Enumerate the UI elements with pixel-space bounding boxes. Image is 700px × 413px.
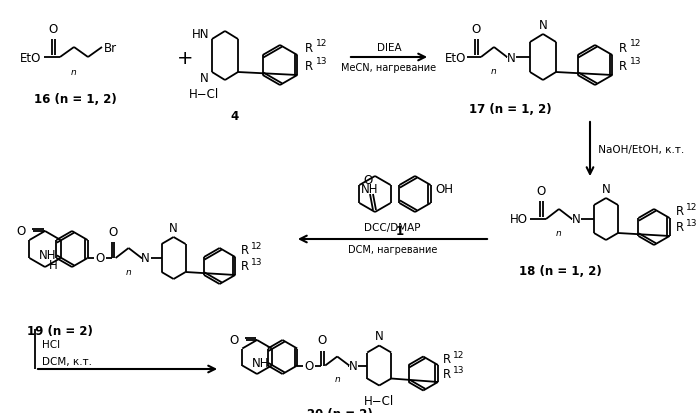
Text: 19 (n = 2): 19 (n = 2) (27, 324, 93, 337)
Text: 12: 12 (686, 203, 697, 212)
Text: 17 (n = 1, 2): 17 (n = 1, 2) (469, 103, 552, 116)
Text: R: R (305, 41, 313, 55)
Text: 12: 12 (316, 39, 328, 48)
Text: N: N (601, 183, 610, 195)
Text: R: R (676, 221, 684, 234)
Text: 13: 13 (630, 57, 641, 66)
Text: O: O (17, 225, 26, 238)
Text: R: R (619, 59, 627, 72)
Text: O: O (536, 185, 545, 197)
Text: NH: NH (39, 249, 57, 262)
Text: R: R (443, 352, 452, 365)
Text: N: N (507, 51, 515, 64)
Text: R: R (241, 260, 248, 273)
Text: R: R (241, 244, 248, 257)
Text: 13: 13 (453, 365, 465, 374)
Text: Br: Br (104, 41, 117, 55)
Text: H: H (48, 259, 57, 272)
Text: 13: 13 (686, 219, 697, 228)
Text: EtO: EtO (20, 51, 41, 64)
Text: N: N (572, 213, 580, 226)
Text: 13: 13 (251, 258, 262, 267)
Text: NH: NH (360, 183, 378, 196)
Text: N: N (141, 252, 150, 265)
Text: H−Cl: H−Cl (364, 394, 394, 408)
Text: DCM, нагревание: DCM, нагревание (348, 244, 438, 254)
Text: R: R (676, 205, 684, 218)
Text: n: n (556, 228, 562, 237)
Text: R: R (619, 41, 627, 55)
Text: n: n (335, 375, 340, 384)
Text: NH: NH (251, 356, 269, 369)
Text: DCM, к.т.: DCM, к.т. (42, 356, 92, 366)
Text: R: R (305, 59, 313, 72)
Text: H−Cl: H−Cl (189, 88, 219, 101)
Text: HN: HN (192, 28, 209, 41)
Text: n: n (126, 267, 132, 276)
Text: 20 (n = 2): 20 (n = 2) (307, 407, 373, 413)
Text: O: O (230, 334, 239, 347)
Text: N: N (169, 221, 178, 235)
Text: EtO: EtO (445, 51, 466, 64)
Text: O: O (318, 334, 327, 347)
Text: N: N (538, 19, 547, 32)
Text: +: + (176, 48, 193, 67)
Text: 1: 1 (396, 224, 404, 237)
Text: 12: 12 (251, 242, 262, 251)
Text: DCC/DMAP: DCC/DMAP (364, 223, 421, 233)
Text: MeCN, нагревание: MeCN, нагревание (342, 63, 437, 73)
Text: O: O (471, 23, 481, 36)
Text: n: n (491, 67, 497, 76)
Text: 12: 12 (630, 39, 641, 48)
Text: 4: 4 (231, 110, 239, 123)
Text: OH: OH (435, 183, 453, 196)
Text: R: R (443, 367, 452, 380)
Text: 13: 13 (316, 57, 328, 66)
Text: O: O (48, 23, 57, 36)
Text: O: O (95, 252, 104, 265)
Text: HCl: HCl (42, 339, 60, 349)
Text: N: N (200, 71, 209, 84)
Text: NaOH/EtOH, к.т.: NaOH/EtOH, к.т. (595, 145, 685, 154)
Text: 12: 12 (453, 350, 465, 359)
Text: n: n (71, 68, 77, 77)
Text: DIEA: DIEA (377, 43, 401, 53)
Text: N: N (374, 330, 384, 343)
Text: N: N (349, 359, 358, 372)
Text: O: O (304, 359, 314, 372)
Text: 16 (n = 1, 2): 16 (n = 1, 2) (34, 93, 116, 106)
Text: 18 (n = 1, 2): 18 (n = 1, 2) (519, 264, 601, 277)
Text: HO: HO (510, 213, 528, 226)
Text: O: O (108, 225, 117, 238)
Text: O: O (363, 173, 372, 187)
